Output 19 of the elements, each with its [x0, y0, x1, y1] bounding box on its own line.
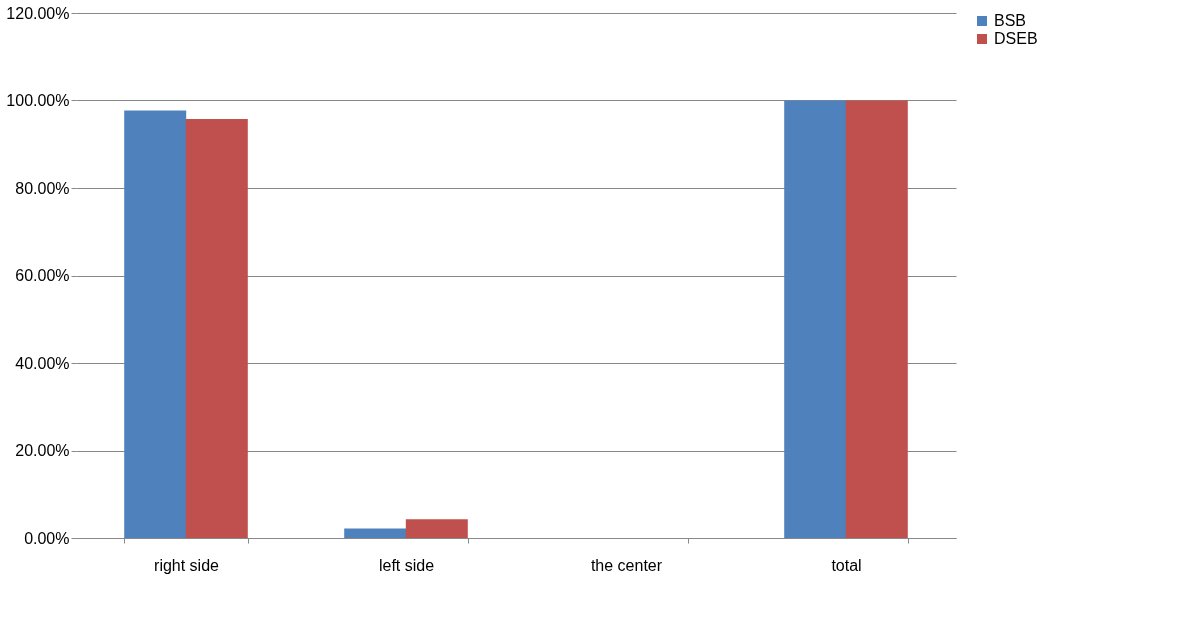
x-tick-label: total: [831, 556, 862, 574]
x-tick-label: left side: [378, 556, 435, 574]
y-tick-label: 0.00%: [24, 529, 70, 547]
x-tick-label: the center: [590, 556, 663, 574]
x-tick-label: right side: [154, 556, 220, 574]
legend-label: BSB: [994, 12, 1027, 29]
bar: [185, 118, 248, 538]
bar: [784, 100, 847, 538]
legend-label: DSEB: [994, 30, 1038, 47]
y-tick-label: 60.00%: [15, 267, 70, 284]
y-tick-label: 120.00%: [6, 4, 70, 22]
y-tick-label: 100.00%: [6, 92, 70, 109]
bar: [344, 528, 407, 538]
bar: [405, 519, 468, 538]
bar: [845, 100, 908, 538]
y-tick-label: 20.00%: [15, 442, 70, 459]
y-tick-label: 80.00%: [15, 179, 70, 197]
y-tick-label: 40.00%: [15, 354, 70, 372]
bar: [124, 110, 187, 538]
